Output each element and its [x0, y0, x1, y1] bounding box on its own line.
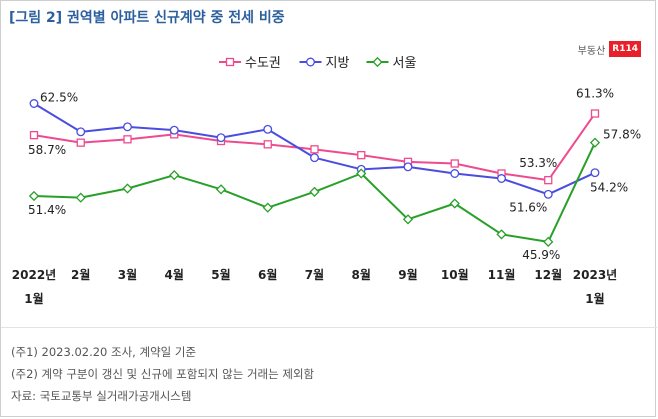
legend-marker-2: [372, 56, 383, 68]
data-label-3: 62.5%: [40, 91, 78, 105]
data-point-0-1: [76, 138, 85, 147]
legend-label-0: 수도권: [245, 56, 281, 71]
legend-marker-0: [225, 57, 235, 67]
data-point-2-12: [589, 137, 601, 148]
data-point-2-0: [28, 190, 40, 202]
brand-logo-badge: R114: [609, 41, 641, 57]
data-point-2-2: [122, 183, 133, 194]
divider: [1, 327, 657, 328]
x-tick-label-9-0: 10월: [441, 267, 469, 282]
data-point-0-11: [544, 176, 553, 185]
data-point-1-10: [497, 174, 506, 183]
footnote-2: (주2) 계약 구분이 갱신 및 신규에 포함되지 않는 거래는 제외함: [11, 367, 315, 381]
data-point-2-8: [402, 214, 414, 225]
data-label-4: 51.6%: [509, 200, 547, 214]
chart-title: [그림 2] 권역별 아파트 신규계약 중 전세 비중: [9, 10, 285, 26]
legend-marker-1: [306, 57, 315, 67]
data-label-7: 45.9%: [522, 248, 560, 262]
data-point-0-0: [29, 131, 39, 140]
footnote-source: 자료: 국토교통부 실거래가공개시스템: [11, 389, 192, 403]
data-point-1-4: [216, 133, 226, 143]
x-tick-label-0-0: 2022년: [12, 268, 56, 282]
brand-logo: 부동산 R114: [578, 41, 641, 57]
data-point-2-1: [75, 192, 86, 203]
data-label-5: 54.2%: [590, 181, 628, 195]
data-point-1-8: [403, 162, 413, 172]
data-point-1-3: [169, 125, 179, 135]
data-point-1-1: [76, 127, 86, 137]
data-point-1-12: [590, 168, 600, 178]
data-point-0-5: [263, 140, 272, 149]
data-point-0-2: [123, 135, 132, 144]
data-label-2: 61.3%: [576, 87, 614, 101]
data-point-2-4: [215, 184, 227, 195]
data-label-0: 58.7%: [28, 143, 66, 157]
data-point-2-11: [543, 236, 554, 247]
data-point-1-6: [310, 153, 319, 163]
data-point-1-2: [123, 122, 132, 132]
data-point-2-5: [262, 202, 273, 213]
footnote-1: (주1) 2023.02.20 조사, 계약일 기준: [11, 345, 197, 359]
brand-logo-text: 부동산: [577, 45, 606, 57]
data-point-0-12: [590, 109, 600, 118]
x-tick-label-5-0: 6월: [258, 267, 277, 282]
x-tick-label-6-0: 7월: [305, 267, 324, 282]
legend-label-1: 지방: [326, 56, 350, 71]
x-tick-label-7-0: 8월: [352, 267, 371, 282]
x-tick-label-4-0: 5월: [211, 267, 230, 282]
data-point-0-9: [450, 159, 459, 168]
data-point-2-6: [309, 186, 320, 197]
x-tick-label-1-0: 2월: [71, 267, 90, 282]
data-point-1-11: [543, 189, 553, 199]
data-point-2-9: [449, 198, 460, 209]
x-tick-label-2-0: 3월: [118, 267, 137, 282]
footnotes: (주1) 2023.02.20 조사, 계약일 기준 (주2) 계약 구분이 갱…: [11, 341, 314, 407]
x-tick-label-8-0: 9월: [398, 267, 417, 282]
x-tick-label-3-0: 4월: [165, 267, 184, 282]
line-chart: 수도권 지방 서울 58.7% 53.3% 61.3% 62.5% 51.6% 54.2% 51.…: [12, 56, 641, 306]
x-tick-label-0-1: 1월: [24, 291, 43, 306]
data-label-6: 51.4%: [28, 203, 66, 217]
data-point-1-5: [263, 124, 273, 134]
data-point-0-6: [310, 145, 319, 154]
data-label-8: 57.8%: [603, 128, 641, 142]
data-point-2-7: [356, 168, 367, 179]
legend-label-2: 서울: [393, 56, 417, 71]
data-point-2-10: [496, 229, 507, 240]
x-tick-label-10-0: 11월: [488, 267, 516, 282]
x-tick-label-12-0: 2023년: [573, 268, 617, 282]
x-tick-label-12-1: 1월: [585, 291, 604, 306]
data-point-1-0: [29, 99, 39, 108]
data-label-1: 53.3%: [519, 156, 557, 170]
data-point-0-7: [357, 151, 366, 160]
x-tick-label-11-0: 12월: [534, 267, 562, 282]
data-point-1-9: [450, 169, 460, 178]
data-point-2-3: [169, 170, 180, 181]
